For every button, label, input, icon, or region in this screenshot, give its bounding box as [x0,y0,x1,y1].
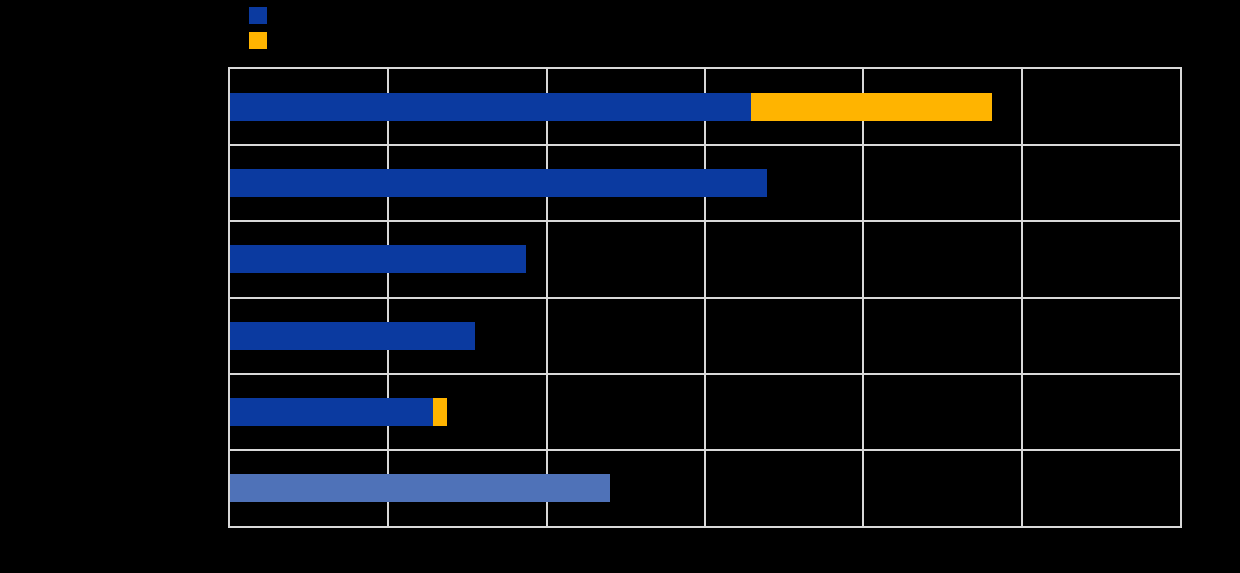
gridline-horizontal [230,372,1180,375]
blue-segment [230,169,767,198]
gridline-horizontal [230,448,1180,451]
bar-row [230,298,1180,374]
bar-stack [230,397,1180,426]
bar-stack [230,245,1180,274]
gridlines-layer [230,69,1180,526]
blue-segment [230,321,476,350]
gridline-horizontal [230,144,1180,147]
bar-row [230,450,1180,526]
chart-legend [249,7,267,49]
bar-stack [230,93,1180,122]
bar-row [230,374,1180,450]
bars-layer [230,69,1180,526]
gridline-horizontal [230,220,1180,223]
gridline-horizontal [230,296,1180,299]
lightblue-segment [230,473,610,502]
bar-stack [230,169,1180,198]
blue-segment [230,397,433,426]
legend-swatch-orange [249,32,267,49]
orange-segment [432,397,447,426]
orange-segment [750,93,992,122]
bar-row [230,145,1180,221]
plot-area [228,67,1182,528]
legend-swatch-blue [249,7,267,24]
blue-segment [230,93,751,122]
bar-row [230,221,1180,297]
bar-row [230,69,1180,145]
bar-stack [230,321,1180,350]
bar-stack [230,473,1180,502]
blue-segment [230,245,527,274]
